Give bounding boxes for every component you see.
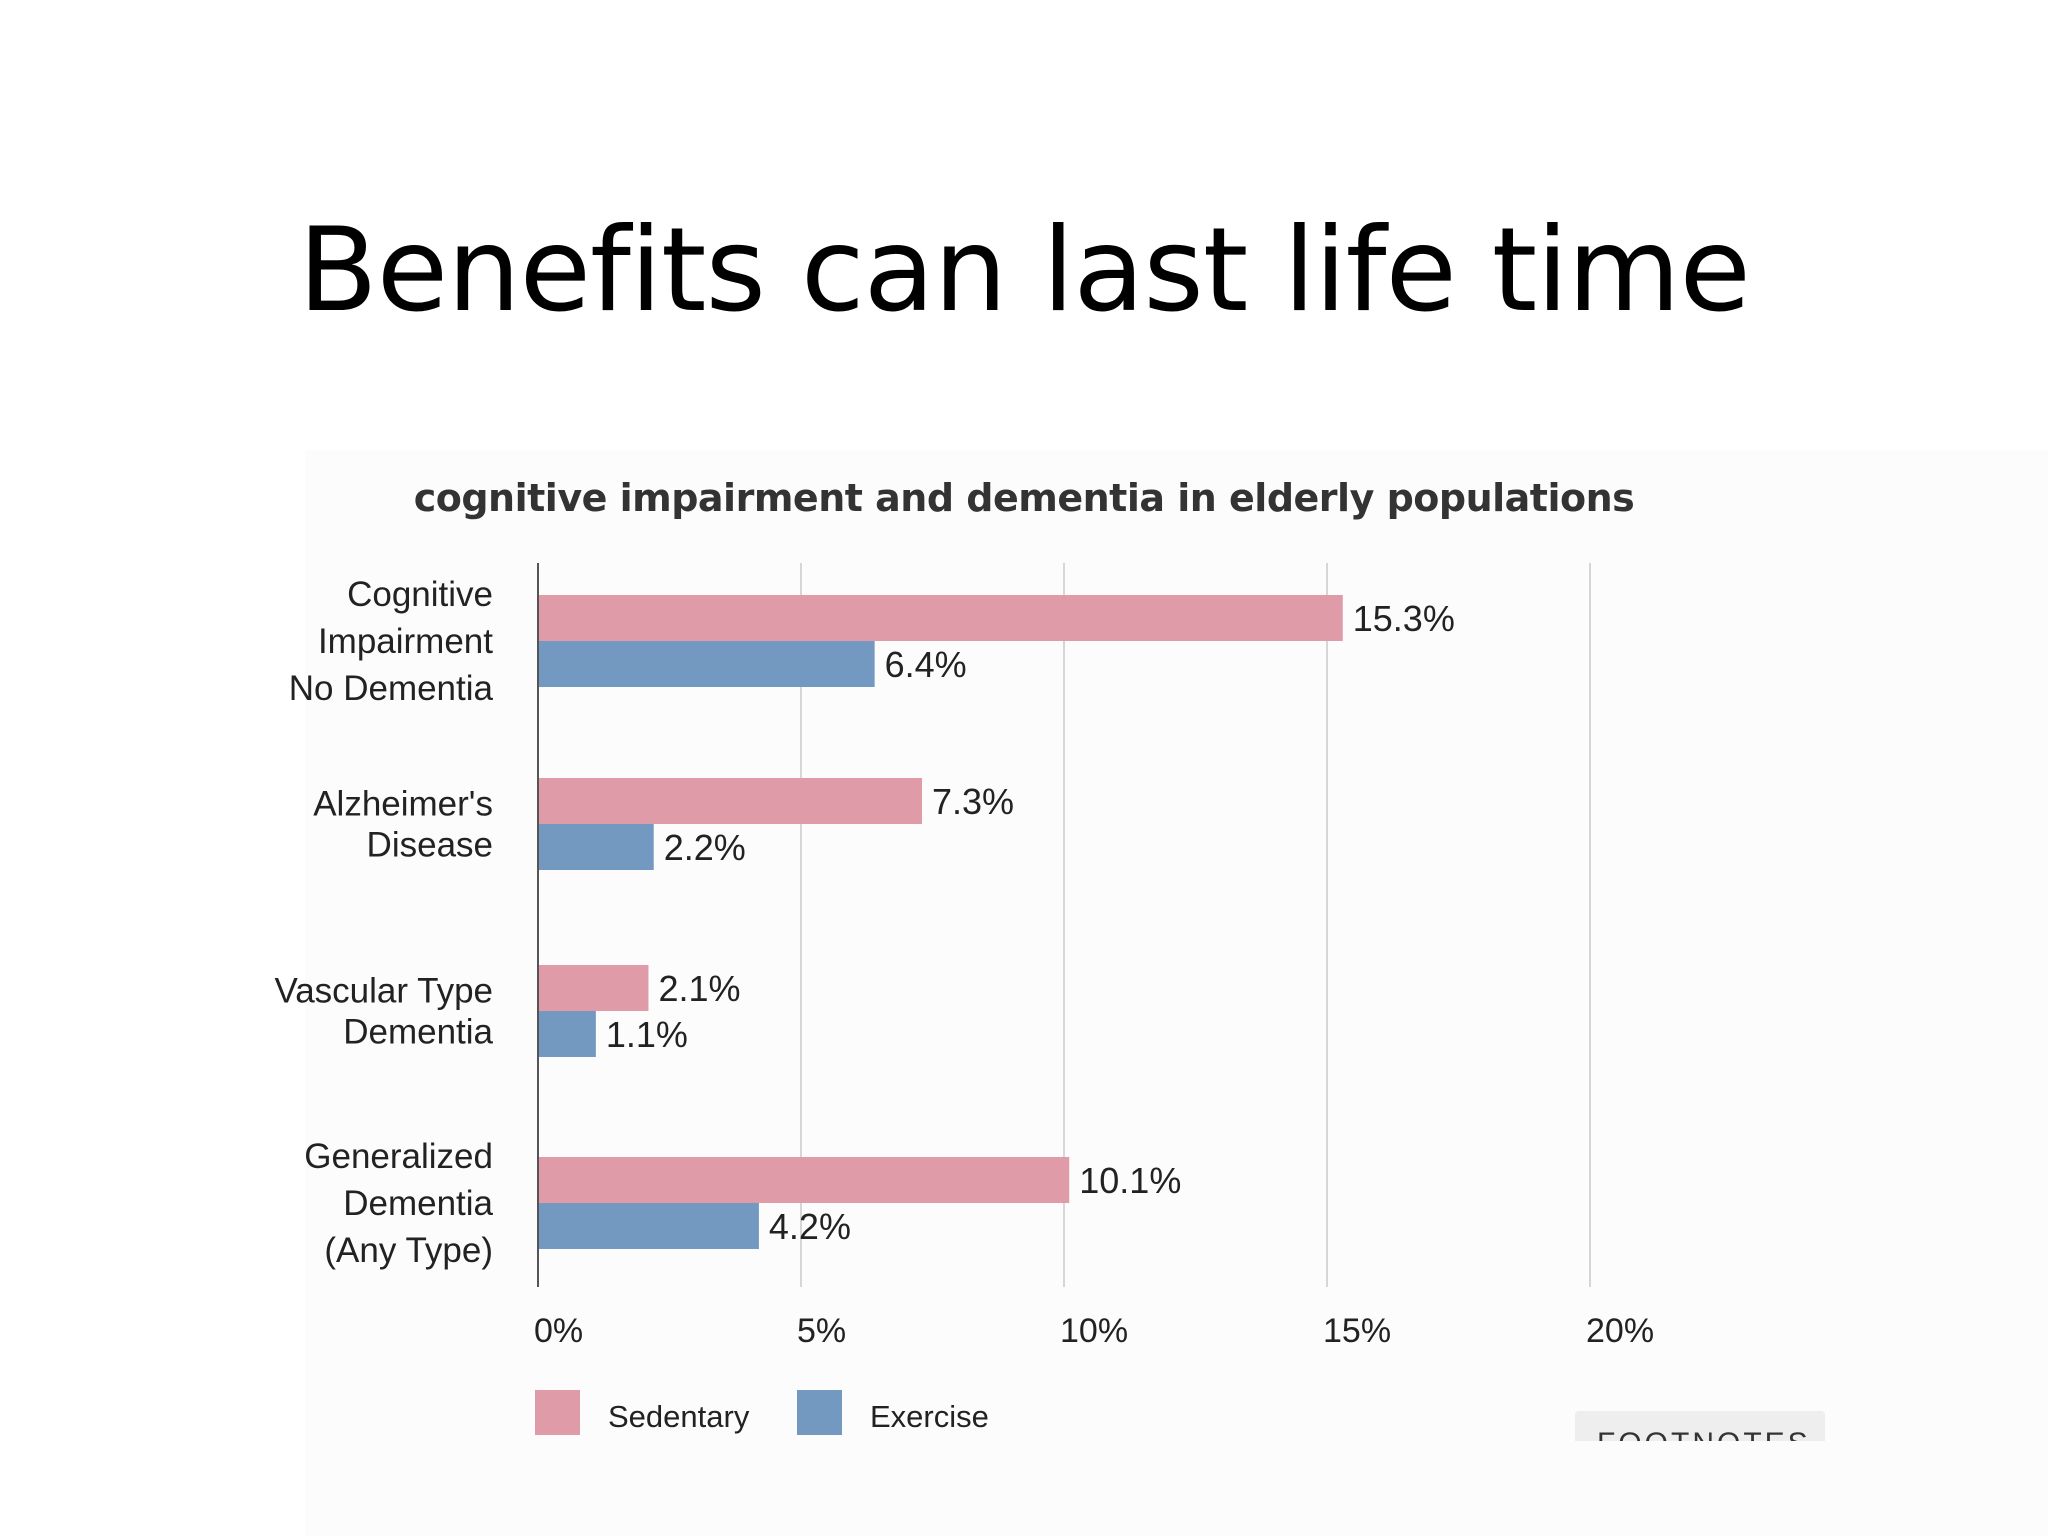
sedentary-bar (539, 1157, 1070, 1203)
chart-title: cognitive impairment and dementia in eld… (413, 476, 1635, 520)
data-label: 15.3% (1353, 598, 1455, 639)
exercise-bar (539, 641, 875, 687)
category-label: Vascular Type (274, 972, 493, 1011)
category-label: No Dementia (289, 669, 494, 708)
footnotes-tab[interactable]: FOOTNOTES (1575, 1411, 1825, 1441)
sedentary-bar (539, 965, 649, 1011)
exercise-bar (539, 824, 654, 870)
data-label: 1.1% (606, 1014, 688, 1055)
legend-label: Sedentary (608, 1399, 750, 1434)
data-label: 6.4% (885, 644, 967, 685)
category-label: Dementia (343, 1184, 493, 1223)
data-label: 2.2% (664, 827, 746, 868)
data-label: 10.1% (1079, 1160, 1181, 1201)
category-label: (Any Type) (324, 1231, 493, 1270)
sedentary-bar (539, 595, 1343, 641)
legend-label: Exercise (870, 1399, 989, 1434)
category-label: Dementia (343, 1013, 493, 1052)
x-tick-label: 20% (1586, 1312, 1654, 1350)
category-label: Impairment (318, 622, 493, 661)
data-label: 2.1% (658, 968, 740, 1009)
data-label: 4.2% (769, 1206, 851, 1247)
exercise-bar (539, 1011, 596, 1057)
x-tick-label: 0% (534, 1312, 583, 1350)
category-label: Generalized (304, 1137, 493, 1176)
slide-title: Benefits can last life time (298, 202, 1751, 338)
data-label: 7.3% (932, 781, 1014, 822)
x-tick-label: 10% (1060, 1312, 1128, 1350)
footnotes-label: FOOTNOTES (1597, 1427, 1811, 1441)
x-tick-label: 5% (797, 1312, 846, 1350)
legend-swatch-exercise (797, 1390, 842, 1435)
legend-swatch-sedentary (535, 1390, 580, 1435)
category-label: Alzheimer's (313, 785, 493, 824)
sedentary-bar (539, 778, 922, 824)
category-label: Disease (367, 826, 493, 865)
x-tick-label: 15% (1323, 1312, 1391, 1350)
category-label: Cognitive (347, 575, 493, 614)
exercise-bar (539, 1203, 759, 1249)
